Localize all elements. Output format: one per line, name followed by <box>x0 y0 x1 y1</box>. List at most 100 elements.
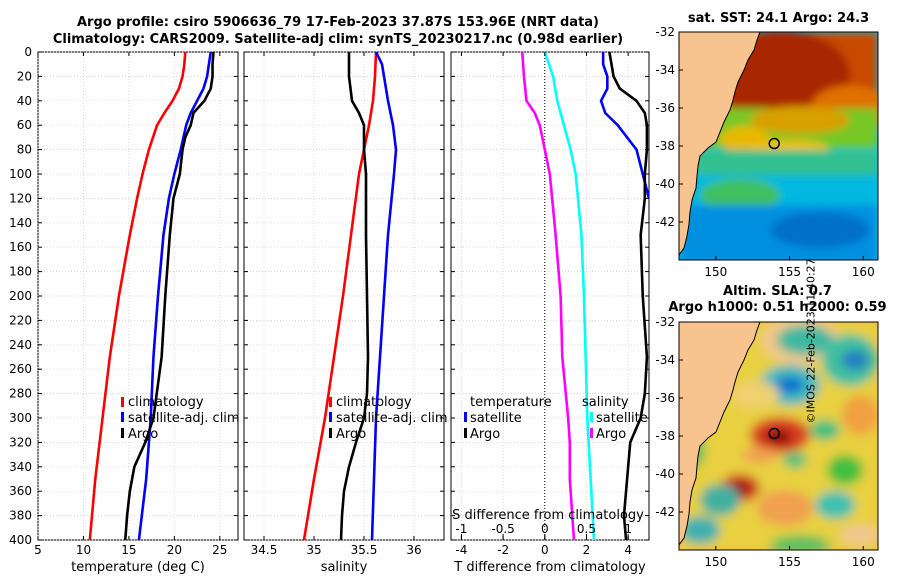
series-line-satellite-adj-clim <box>370 52 398 540</box>
map-y-tick-label: -42 <box>655 505 675 519</box>
legend-s-satellite-marker <box>590 412 593 422</box>
x-tick-label: 0 <box>541 543 549 557</box>
series-line-s-satellite <box>543 52 596 540</box>
map-y-tick-label: -34 <box>655 63 675 77</box>
temperature-xlabel: temperature (deg C) <box>71 560 205 575</box>
temperature-panel: 5 10 15 20 25 temperature (deg C) climatolog… <box>34 51 240 575</box>
difference-lines <box>520 52 649 540</box>
x-tick-label: 10 <box>76 543 91 557</box>
map-x-tick-label: 160 <box>852 555 875 569</box>
depth-tick-label: 20 <box>17 69 32 83</box>
series-line-t-argo <box>608 52 649 540</box>
x-tick-label: 4 <box>624 543 632 557</box>
series-line-argo <box>123 52 215 540</box>
map-y-tick-label: -36 <box>655 391 675 405</box>
depth-tick-label: 0 <box>24 45 32 59</box>
x-tick-label: 36 <box>406 543 421 557</box>
map-x-tick-label: 155 <box>778 265 801 279</box>
temperature-legend: climatology satellite-adj. clim Argo <box>121 395 240 442</box>
sla-map: 150 155 160 -32 -34 -36 -38 -40 -42 <box>655 315 879 569</box>
land-mass <box>679 322 761 546</box>
copyright-label: ©IMOS 22-Feb-2023 11:40:27 <box>804 258 818 424</box>
salinity-panel: 34.5 35 35.5 36 salinity climatology satell… <box>243 51 448 575</box>
depth-tick-label: 240 <box>9 338 32 352</box>
depth-tick-label: 260 <box>9 362 32 376</box>
difference-legend-salinity: salinity satellite Argo <box>582 395 648 442</box>
sla-map-title-line1: Altim. SLA: 0.7 <box>723 284 832 299</box>
map-x-tick-label: 160 <box>852 265 875 279</box>
figure-title-line1: Argo profile: csiro 5906636_79 17-Feb-20… <box>76 15 599 30</box>
difference-legend-temperature: temperature satellite Argo <box>464 395 552 442</box>
legend-t-satellite-label: satellite <box>470 411 522 426</box>
sla-field <box>679 322 878 550</box>
map-y-tick-label: -40 <box>655 177 675 191</box>
salinity-xlabel: salinity <box>321 560 368 575</box>
series-line-s-argo <box>520 52 576 540</box>
sla-map-ticks: 150 155 160 -32 -34 -36 -38 -40 -42 <box>655 315 874 569</box>
depth-tick-label: 380 <box>9 509 32 523</box>
legend-argo-marker <box>121 428 124 438</box>
legend-s-argo-marker <box>590 428 593 438</box>
depth-tick-label: 140 <box>9 216 32 230</box>
figure-title-line2: Climatology: CARS2009. Satellite-adj cli… <box>52 32 624 47</box>
legend-climatology-label: climatology <box>128 395 204 410</box>
legend-s-satellite-label: satellite <box>596 411 648 426</box>
depth-tick-label: 120 <box>9 191 32 205</box>
legend-s-argo-label: Argo <box>596 427 626 442</box>
depth-tick-label: 320 <box>9 435 32 449</box>
sla-map-title-line2: Argo h1000: 0.51 h2000: 0.59 <box>668 300 887 315</box>
legend-satellite-label: satellite-adj. clim <box>128 411 240 426</box>
depth-tick-label: 220 <box>9 313 32 327</box>
map-y-tick-label: -36 <box>655 101 675 115</box>
s-tick-label: -0.5 <box>491 522 514 536</box>
s-tick-label: 0.5 <box>577 522 596 536</box>
salinity-legend: climatology satellite-adj. clim Argo <box>329 395 448 442</box>
map-y-tick-label: -40 <box>655 467 675 481</box>
depth-tick-label: 60 <box>17 118 32 132</box>
difference-xlabel: T difference from climatology <box>453 560 646 575</box>
series-line-satellite-adj-clim <box>137 52 213 540</box>
sst-map: 150 155 160 -32 -34 -36 -38 -40 -42 <box>655 25 879 279</box>
temperature-ticks: 5 10 15 20 25 <box>34 51 238 557</box>
legend-climatology-marker <box>121 397 124 407</box>
depth-tick-label: 160 <box>9 240 32 254</box>
map-y-tick-label: -32 <box>655 315 675 329</box>
series-line-t-satellite <box>599 52 649 199</box>
depth-tick-label: 40 <box>17 94 32 108</box>
x-tick-label: 5 <box>34 543 42 557</box>
legend-t-argo-marker <box>464 428 467 438</box>
x-tick-label: 35.5 <box>351 543 378 557</box>
s-tick-label: 1 <box>624 522 632 536</box>
depth-tick-label: 280 <box>9 387 32 401</box>
x-tick-label: -2 <box>497 543 509 557</box>
legend-climatology-marker <box>329 397 332 407</box>
x-tick-label: 34.5 <box>251 543 278 557</box>
s-tick-label: -1 <box>455 522 467 536</box>
legend-argo-label: Argo <box>128 427 158 442</box>
sst-map-title: sat. SST: 24.1 Argo: 24.3 <box>687 11 870 26</box>
depth-tick-label: 100 <box>9 167 32 181</box>
x-tick-label: 25 <box>212 543 227 557</box>
x-tick-label: 15 <box>121 543 136 557</box>
difference-xlabel-top: S difference from climatology <box>452 508 644 523</box>
map-y-tick-label: -42 <box>655 215 675 229</box>
depth-tick-label: 300 <box>9 411 32 425</box>
series-line-climatology <box>88 52 187 540</box>
x-tick-label: 2 <box>583 543 591 557</box>
depth-tick-label: 340 <box>9 460 32 474</box>
depth-tick-label: 80 <box>17 143 32 157</box>
map-y-tick-label: -32 <box>655 25 675 39</box>
x-tick-label: -4 <box>455 543 467 557</box>
difference-panel: -4 -2 0 2 4 -1 -0.5 0 0.5 1 T difference from cli… <box>450 51 650 575</box>
map-x-tick-label: 150 <box>704 265 727 279</box>
legend-t-satellite-marker <box>464 412 467 422</box>
temperature-lines <box>88 52 215 540</box>
series-line-climatology <box>302 52 378 540</box>
map-y-tick-label: -34 <box>655 353 675 367</box>
salinity-lines <box>302 52 398 540</box>
depth-axis-labels: 0 20 40 60 80 100 120 140 160 180 200 220 240 260 280 3… <box>9 45 32 547</box>
depth-tick-label: 400 <box>9 533 32 547</box>
sst-field <box>679 32 878 260</box>
map-y-tick-label: -38 <box>655 429 675 443</box>
